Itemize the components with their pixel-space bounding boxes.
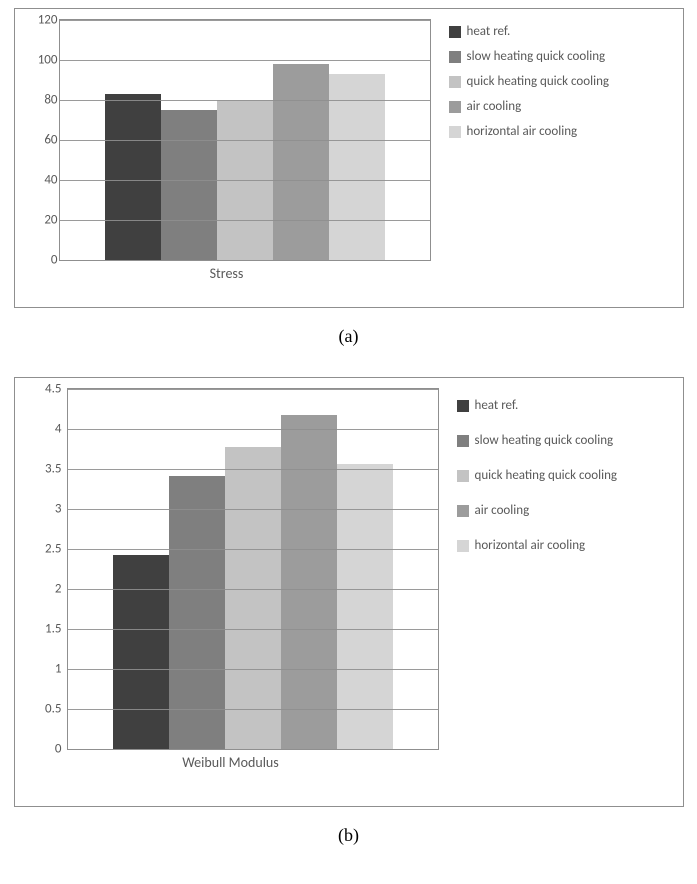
y-tick-label: 20 xyxy=(44,213,57,228)
bar xyxy=(113,555,169,749)
chart-a-y-axis: 020406080100120 xyxy=(20,20,64,260)
legend-item: heat ref. xyxy=(449,24,675,39)
legend-item: air cooling xyxy=(449,99,675,114)
legend-swatch xyxy=(449,26,461,38)
gridline xyxy=(68,669,438,670)
gridline xyxy=(60,220,430,221)
legend-item: air cooling xyxy=(457,503,675,518)
gridline xyxy=(68,389,438,390)
gridline xyxy=(60,60,430,61)
legend-item: slow heating quick cooling xyxy=(449,49,675,64)
y-tick-label: 80 xyxy=(44,92,57,107)
legend-swatch xyxy=(457,400,469,412)
y-tick-label: 4 xyxy=(55,421,62,436)
y-tick-label: 2.5 xyxy=(45,541,61,556)
legend-label: quick heating quick cooling xyxy=(467,74,610,89)
bar xyxy=(225,447,281,749)
chart-b-bars xyxy=(68,389,438,749)
legend-swatch xyxy=(457,540,469,552)
legend-swatch xyxy=(457,435,469,447)
gridline xyxy=(68,549,438,550)
legend-swatch xyxy=(449,101,461,113)
legend-item: horizontal air cooling xyxy=(457,538,675,553)
y-tick-label: 0 xyxy=(55,742,62,757)
gridline xyxy=(68,429,438,430)
y-tick-label: 120 xyxy=(38,13,58,28)
chart-b-plot-col: 00.511.522.533.544.5 Weibull Modulus xyxy=(23,388,439,771)
chart-a-plot-col: 020406080100120 Stress xyxy=(23,19,431,282)
gridline xyxy=(68,509,438,510)
caption-a: (a) xyxy=(339,326,359,347)
gridline xyxy=(68,629,438,630)
gridline xyxy=(60,140,430,141)
bar xyxy=(329,74,385,260)
y-tick-label: 40 xyxy=(44,172,57,187)
y-tick-label: 60 xyxy=(44,133,57,148)
legend-label: air cooling xyxy=(475,503,530,518)
legend-label: slow heating quick cooling xyxy=(467,49,606,64)
y-tick-label: 4.5 xyxy=(45,382,61,397)
y-tick-label: 3.5 xyxy=(45,461,61,476)
legend-label: horizontal air cooling xyxy=(475,538,586,553)
y-tick-label: 100 xyxy=(38,52,58,67)
chart-b-legend: heat ref. slow heating quick cooling quick… xyxy=(439,388,675,563)
legend-label: quick heating quick cooling xyxy=(475,468,618,483)
y-tick-label: 0 xyxy=(51,253,58,268)
chart-b-plot-area: 00.511.522.533.544.5 xyxy=(67,388,439,750)
bar xyxy=(337,464,393,749)
legend-label: air cooling xyxy=(467,99,522,114)
gridline xyxy=(68,589,438,590)
gridline xyxy=(68,709,438,710)
legend-item: slow heating quick cooling xyxy=(457,433,675,448)
gridline xyxy=(60,180,430,181)
chart-a-plot-area: 020406080100120 xyxy=(59,19,431,261)
y-tick-label: 1.5 xyxy=(45,622,61,637)
legend-item: quick heating quick cooling xyxy=(457,468,675,483)
legend-label: slow heating quick cooling xyxy=(475,433,614,448)
legend-label: horizontal air cooling xyxy=(467,124,578,139)
legend-label: heat ref. xyxy=(467,24,511,39)
gridline xyxy=(60,100,430,101)
legend-swatch xyxy=(449,51,461,63)
y-tick-label: 1 xyxy=(55,662,62,677)
legend-swatch xyxy=(457,470,469,482)
legend-swatch xyxy=(449,126,461,138)
chart-b-panel: 00.511.522.533.544.5 Weibull Modulus hea… xyxy=(14,377,684,807)
legend-swatch xyxy=(457,505,469,517)
legend-item: quick heating quick cooling xyxy=(449,74,675,89)
legend-item: heat ref. xyxy=(457,398,675,413)
gridline xyxy=(60,20,430,21)
y-tick-label: 2 xyxy=(55,582,62,597)
chart-b-y-axis: 00.511.522.533.544.5 xyxy=(24,389,68,749)
chart-b-x-label: Weibull Modulus xyxy=(23,754,439,771)
caption-b: (b) xyxy=(338,825,359,846)
bar xyxy=(161,110,217,260)
bar xyxy=(105,94,161,260)
gridline xyxy=(68,469,438,470)
figure-stack: 020406080100120 Stress heat ref.slow hea… xyxy=(0,0,697,884)
legend-item: horizontal air cooling xyxy=(449,124,675,139)
chart-a-x-label: Stress xyxy=(23,265,431,282)
legend-swatch xyxy=(449,76,461,88)
legend-label: heat ref. xyxy=(475,398,519,413)
bar xyxy=(281,415,337,749)
chart-a-legend: heat ref. slow heating quick cooling quick… xyxy=(431,19,675,144)
y-tick-label: 3 xyxy=(55,502,62,517)
y-tick-label: 0.5 xyxy=(45,701,61,716)
bar xyxy=(273,64,329,260)
chart-a-panel: 020406080100120 Stress heat ref.slow hea… xyxy=(14,8,684,308)
